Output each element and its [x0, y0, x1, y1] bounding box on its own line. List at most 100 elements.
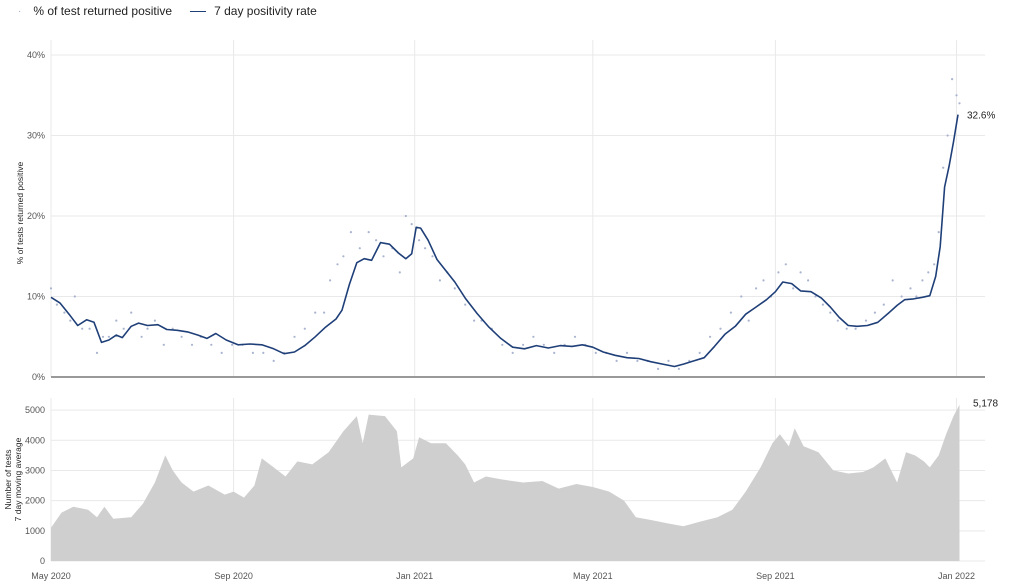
legend-item-points: · % of test returned positive	[10, 4, 172, 18]
daily-positivity-point	[836, 319, 839, 322]
daily-positivity-point	[777, 271, 780, 274]
daily-positivity-point	[69, 319, 72, 322]
daily-positivity-point	[921, 279, 924, 282]
daily-positivity-point	[146, 327, 149, 330]
y-tick-label-top: 40%	[27, 50, 45, 60]
daily-positivity-point	[511, 351, 514, 354]
x-tick-label: Jan 2022	[938, 571, 975, 581]
daily-positivity-point	[909, 287, 912, 290]
daily-positivity-point	[755, 287, 758, 290]
daily-positivity-point	[719, 327, 722, 330]
y-tick-label-bottom: 4000	[25, 435, 45, 445]
daily-positivity-point	[615, 359, 618, 362]
y-tick-label-top: 10%	[27, 292, 45, 302]
daily-positivity-point	[747, 319, 750, 322]
daily-positivity-point	[814, 295, 817, 298]
daily-positivity-point	[55, 303, 59, 306]
daily-positivity-point	[231, 343, 234, 346]
daily-positivity-point	[101, 335, 105, 338]
daily-positivity-point	[336, 263, 339, 266]
daily-positivity-point	[542, 343, 545, 346]
legend: · % of test returned positive 7 day posi…	[10, 2, 331, 20]
daily-positivity-point	[375, 239, 378, 242]
y-tick-label-bottom: 5000	[25, 405, 45, 415]
legend-line-symbol	[190, 10, 207, 12]
tests-end-label: 5,178	[973, 399, 998, 410]
daily-positivity-point	[272, 359, 275, 362]
daily-positivity-point	[63, 311, 66, 314]
legend-points-label: % of test returned positive	[33, 4, 173, 18]
daily-positivity-point	[821, 303, 825, 306]
y-tick-label-top: 0%	[32, 372, 45, 382]
daily-positivity-point	[784, 263, 787, 266]
legend-item-line: 7 day positivity rate	[186, 4, 317, 18]
daily-positivity-point	[955, 94, 958, 97]
daily-positivity-point	[891, 279, 894, 282]
daily-positivity-point	[115, 319, 118, 322]
daily-positivity-point	[453, 287, 456, 290]
legend-dot-symbol: ·	[18, 5, 22, 17]
x-tick-label: May 2021	[573, 571, 613, 581]
daily-positivity-point	[303, 327, 306, 330]
daily-positivity-point	[709, 335, 712, 338]
daily-positivity-point	[464, 303, 467, 306]
daily-positivity-point	[81, 327, 84, 330]
daily-positivity-point	[799, 271, 802, 274]
daily-positivity-point	[220, 351, 223, 354]
y-axis-title-bottom-line: Number of tests	[3, 450, 13, 510]
y-tick-label-top: 30%	[27, 131, 45, 141]
daily-positivity-point	[251, 351, 254, 354]
daily-positivity-point	[625, 351, 629, 354]
daily-positivity-point	[792, 287, 795, 290]
daily-positivity-point	[501, 343, 504, 346]
daily-positivity-point	[636, 359, 639, 362]
y-tick-label-bottom: 0	[40, 556, 45, 566]
daily-positivity-point	[95, 351, 99, 354]
positivity-end-label: 32.6%	[967, 111, 995, 122]
daily-positivity-point	[740, 295, 743, 298]
daily-positivity-point	[180, 335, 183, 338]
daily-positivity-point	[398, 271, 401, 274]
daily-positivity-point	[107, 335, 110, 338]
daily-positivity-point	[942, 166, 945, 169]
y-axis-title-bottom: Number of tests7 day moving average	[3, 437, 23, 521]
daily-positivity-point	[122, 327, 125, 330]
daily-positivity-point	[698, 351, 701, 354]
daily-positivity-point	[927, 271, 930, 274]
x-tick-label: Jan 2021	[396, 571, 433, 581]
daily-positivity-point	[162, 343, 165, 346]
positivity-rate-line	[50, 114, 959, 368]
daily-positivity-point	[807, 279, 810, 282]
daily-positivity-point	[367, 231, 370, 234]
tests-area	[51, 404, 960, 561]
y-axis-title-bottom-line: 7 day moving average	[13, 437, 23, 521]
x-tick-label: May 2020	[31, 571, 71, 581]
daily-positivity-point	[329, 279, 332, 282]
daily-positivity-point	[532, 335, 535, 338]
daily-positivity-point	[667, 359, 670, 362]
x-tick-label: Sep 2020	[214, 571, 253, 581]
y-tick-label-bottom: 3000	[25, 465, 45, 475]
daily-positivity-point	[130, 311, 133, 314]
daily-positivity-point	[314, 311, 317, 314]
daily-positivity-point	[153, 319, 156, 322]
daily-positivity-point	[382, 255, 385, 258]
daily-positivity-point	[677, 367, 681, 370]
y-tick-label-bottom: 1000	[25, 526, 45, 536]
daily-positivity-point	[762, 279, 765, 282]
daily-positivity-point	[946, 134, 949, 137]
daily-positivity-point	[958, 102, 961, 105]
y-tick-label-bottom: 2000	[25, 496, 45, 506]
x-tick-label: Sep 2021	[756, 571, 795, 581]
daily-positivity-point	[729, 311, 733, 314]
daily-positivity-point	[88, 327, 91, 330]
y-axis-title-top: % of tests returned positive	[15, 161, 25, 264]
daily-positivity-point	[864, 319, 868, 322]
daily-positivity-point	[262, 351, 265, 354]
daily-positivity-point	[829, 311, 832, 314]
daily-positivity-point	[657, 367, 660, 370]
daily-positivity-point	[140, 335, 143, 338]
daily-positivity-point	[431, 255, 434, 258]
daily-positivity-point	[293, 335, 296, 338]
